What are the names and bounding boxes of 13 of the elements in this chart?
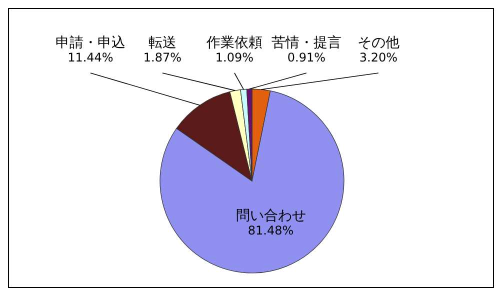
pie-slice xyxy=(160,90,344,274)
slice-label: 問い合わせ xyxy=(236,208,306,224)
data-label: 11.44% xyxy=(68,50,114,64)
slice-label: 転送 xyxy=(148,35,176,51)
data-label: 0.91% xyxy=(287,50,326,64)
data-label: 81.48% xyxy=(248,223,294,238)
slice-label: 苦情・提言 xyxy=(271,35,342,51)
slice-label: その他 xyxy=(357,35,400,51)
data-label: 1.87% xyxy=(143,50,182,64)
slice-label: 申請・申込 xyxy=(55,35,126,51)
slice-label: 作業依頼 xyxy=(205,35,262,51)
data-label: 1.09% xyxy=(215,50,254,64)
data-label: 3.20% xyxy=(359,50,398,64)
